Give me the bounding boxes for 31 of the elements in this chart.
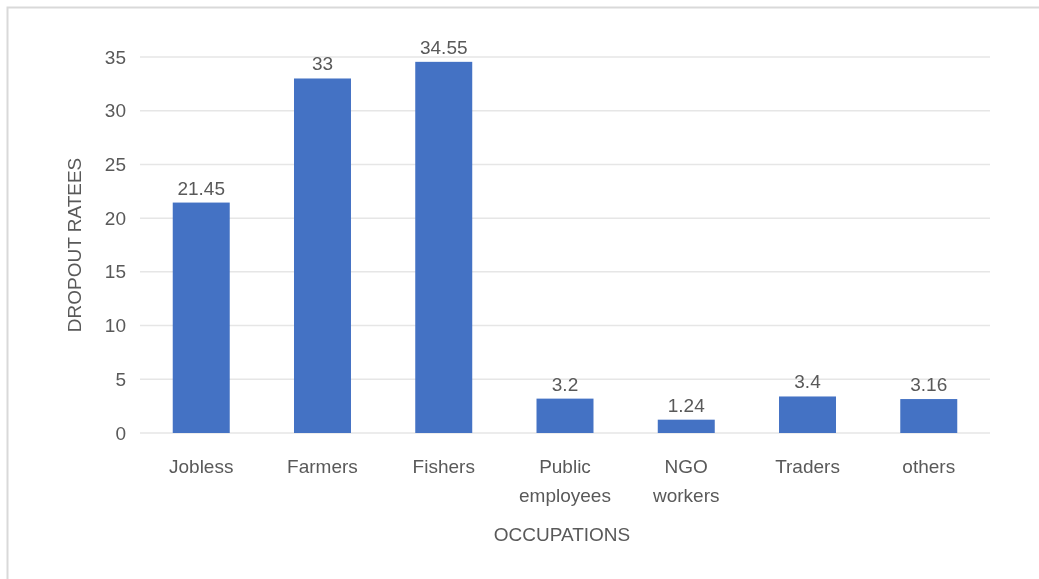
x-tick-label: Traders xyxy=(775,456,840,477)
data-label: 21.45 xyxy=(177,177,226,199)
y-tick-label: 0 xyxy=(115,422,126,444)
y-tick-label: 35 xyxy=(104,46,126,68)
x-tick-label: Fishers xyxy=(412,456,475,477)
data-label: 3.16 xyxy=(910,374,948,396)
y-tick-label: 20 xyxy=(104,207,126,229)
bar xyxy=(779,396,837,433)
y-axis-title: DROPOUT RATEES xyxy=(64,157,85,333)
bar xyxy=(172,202,230,433)
x-axis-title: OCCUPATIONS xyxy=(493,524,631,545)
data-label: 33 xyxy=(311,53,334,75)
y-tick-label: 30 xyxy=(104,100,126,122)
bar xyxy=(293,78,351,433)
data-label: 1.24 xyxy=(667,394,706,416)
bar xyxy=(536,398,594,433)
y-tick-label: 25 xyxy=(104,154,126,176)
bar xyxy=(657,419,715,433)
y-tick-label: 15 xyxy=(104,261,126,283)
x-tick-label: Farmers xyxy=(287,456,358,477)
data-label: 3.2 xyxy=(551,373,579,395)
bar xyxy=(415,61,473,433)
data-label: 34.55 xyxy=(419,36,468,58)
x-tick-label: NGO workers xyxy=(652,456,720,506)
data-label: 3.4 xyxy=(794,371,822,393)
y-tick-label: 5 xyxy=(115,368,126,390)
bar xyxy=(900,399,958,433)
x-tick-label: Public employees xyxy=(519,456,611,506)
x-tick-label: others xyxy=(902,456,956,477)
x-tick-label: Jobless xyxy=(169,456,234,477)
y-tick-label: 10 xyxy=(104,315,126,337)
